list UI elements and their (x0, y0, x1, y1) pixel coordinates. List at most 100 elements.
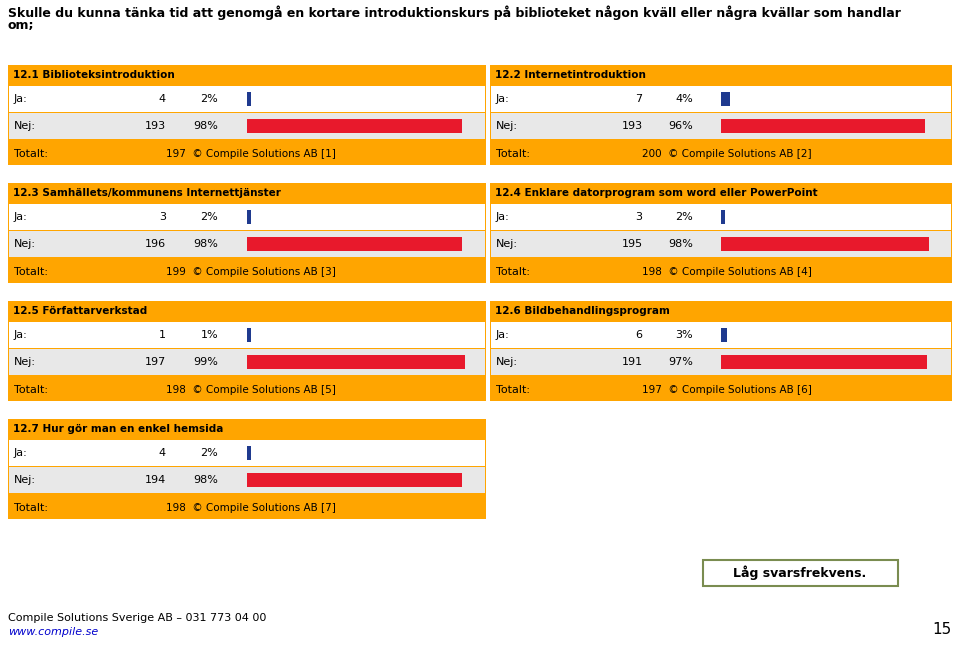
Bar (721, 92, 730, 106)
Text: Totalt:: Totalt: (496, 267, 530, 277)
Text: 12.2 Internetintroduktion: 12.2 Internetintroduktion (495, 70, 646, 80)
Text: 3: 3 (158, 212, 166, 222)
Text: 99%: 99% (194, 357, 218, 367)
Bar (491, 86, 951, 112)
Bar (9, 467, 485, 493)
Bar (9, 204, 485, 230)
Text: 6: 6 (636, 330, 642, 340)
Text: www.compile.se: www.compile.se (8, 627, 98, 637)
Bar (247, 446, 252, 460)
Text: Compile Solutions Sverige AB – 031 773 04 00: Compile Solutions Sverige AB – 031 773 0… (8, 613, 266, 623)
Text: 195: 195 (621, 239, 642, 249)
Bar (703, 560, 898, 586)
Text: Nej:: Nej: (14, 121, 36, 131)
Text: 12.1 Biblioteksintroduktion: 12.1 Biblioteksintroduktion (13, 70, 175, 80)
Bar (9, 349, 485, 375)
Text: Totalt:: Totalt: (496, 149, 530, 159)
Bar (8, 65, 486, 165)
Text: 4: 4 (158, 448, 166, 458)
Bar (8, 65, 486, 85)
Text: 198  © Compile Solutions AB [4]: 198 © Compile Solutions AB [4] (642, 267, 812, 277)
Bar (9, 86, 485, 112)
Text: Nej:: Nej: (14, 475, 36, 485)
Text: 98%: 98% (668, 239, 693, 249)
Bar (247, 473, 463, 487)
Text: 12.4 Enklare datorprogram som word eller PowerPoint: 12.4 Enklare datorprogram som word eller… (495, 188, 818, 198)
Text: Låg svarsfrekvens.: Låg svarsfrekvens. (733, 566, 867, 580)
Bar (8, 301, 486, 321)
Bar (247, 328, 251, 342)
Bar (721, 210, 725, 224)
Bar (247, 119, 463, 133)
Bar (8, 419, 486, 439)
Text: 98%: 98% (194, 475, 218, 485)
Bar (9, 440, 485, 466)
Bar (491, 322, 951, 348)
Text: Totalt:: Totalt: (14, 503, 48, 513)
Text: Nej:: Nej: (496, 239, 518, 249)
Bar (491, 113, 951, 139)
Text: Skulle du kunna tänka tid att genomgå en kortare introduktionskurs på biblioteke: Skulle du kunna tänka tid att genomgå en… (8, 5, 900, 20)
Text: Ja:: Ja: (496, 94, 510, 104)
Text: Ja:: Ja: (496, 330, 510, 340)
Text: Totalt:: Totalt: (14, 149, 48, 159)
Bar (8, 183, 486, 283)
Bar (721, 355, 927, 369)
Text: 1%: 1% (201, 330, 218, 340)
Text: om;: om; (8, 19, 35, 32)
Text: 98%: 98% (194, 239, 218, 249)
Bar (491, 204, 951, 230)
Bar (721, 237, 929, 251)
Bar (490, 183, 952, 203)
Bar (247, 92, 252, 106)
Bar (9, 231, 485, 257)
Bar (247, 210, 252, 224)
Bar (490, 65, 952, 165)
Bar (721, 328, 728, 342)
Text: 97%: 97% (668, 357, 693, 367)
Text: 3: 3 (636, 212, 642, 222)
Text: Totalt:: Totalt: (14, 385, 48, 395)
Text: Ja:: Ja: (14, 448, 28, 458)
Text: 4: 4 (158, 94, 166, 104)
Bar (247, 355, 465, 369)
Text: 200  © Compile Solutions AB [2]: 200 © Compile Solutions AB [2] (642, 149, 812, 159)
Text: 4%: 4% (676, 94, 693, 104)
Text: Nej:: Nej: (14, 357, 36, 367)
Text: 197  © Compile Solutions AB [1]: 197 © Compile Solutions AB [1] (166, 149, 336, 159)
Bar (491, 349, 951, 375)
Text: 12.7 Hur gör man en enkel hemsida: 12.7 Hur gör man en enkel hemsida (13, 424, 224, 434)
Text: Ja:: Ja: (14, 212, 28, 222)
Text: 2%: 2% (201, 448, 218, 458)
Text: Nej:: Nej: (496, 357, 518, 367)
Text: Nej:: Nej: (14, 239, 36, 249)
Text: 12.6 Bildbehandlingsprogram: 12.6 Bildbehandlingsprogram (495, 306, 670, 316)
Bar (247, 237, 463, 251)
Text: 12.5 Författarverkstad: 12.5 Författarverkstad (13, 306, 147, 316)
Bar (490, 301, 952, 321)
Text: 15: 15 (933, 622, 952, 637)
Bar (9, 113, 485, 139)
Text: Totalt:: Totalt: (14, 267, 48, 277)
Bar (9, 322, 485, 348)
Bar (490, 183, 952, 283)
Bar (8, 183, 486, 203)
Bar (491, 231, 951, 257)
Text: 193: 193 (145, 121, 166, 131)
Bar (721, 119, 925, 133)
Text: 96%: 96% (668, 121, 693, 131)
Bar (8, 419, 486, 519)
Bar (490, 301, 952, 401)
Text: Totalt:: Totalt: (496, 385, 530, 395)
Text: 2%: 2% (201, 94, 218, 104)
Text: 197: 197 (145, 357, 166, 367)
Text: 197  © Compile Solutions AB [6]: 197 © Compile Solutions AB [6] (642, 385, 812, 395)
Text: 98%: 98% (194, 121, 218, 131)
Text: 198  © Compile Solutions AB [5]: 198 © Compile Solutions AB [5] (166, 385, 336, 395)
Text: Ja:: Ja: (14, 94, 28, 104)
Text: 12.3 Samhällets/kommunens Internettjänster: 12.3 Samhällets/kommunens Internettjänst… (13, 188, 281, 198)
Text: 194: 194 (145, 475, 166, 485)
Text: 3%: 3% (676, 330, 693, 340)
Text: 7: 7 (636, 94, 642, 104)
Bar (490, 65, 952, 85)
